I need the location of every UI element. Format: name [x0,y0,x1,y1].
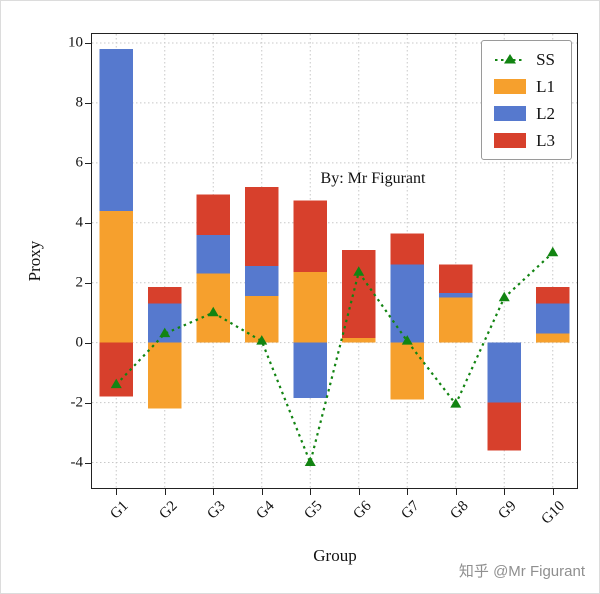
bar-segment-l3-g10 [535,287,570,304]
watermark: 知乎 @Mr Figurant [458,563,585,580]
legend: SS L1 L2 L3 [481,40,572,160]
y-tick-label: 10 [68,34,83,51]
ss-marker-g4 [256,335,268,345]
x-tick-mark [213,489,215,495]
x-axis-label: Group [313,546,357,565]
l1-color-swatch-icon [494,79,527,94]
y-tick-mark [85,402,91,404]
bar-segment-l1-g8 [438,297,473,343]
bar-segment-l3-g2 [147,287,182,304]
y-tick-mark [85,42,91,44]
x-tick-label: G8 [447,498,472,523]
bar-segment-l2-g7 [390,264,425,343]
y-tick-label: 8 [75,94,84,111]
bar-segment-l1-g6 [341,338,376,343]
bar-segment-l3-g8 [438,264,473,294]
y-tick-mark [85,342,91,344]
x-tick-label: G9 [495,498,521,523]
x-tick-label: G10 [538,498,569,528]
bar-segment-l1-g10 [535,333,570,343]
x-tick-mark [552,489,554,495]
l2-color-swatch-icon [494,106,527,121]
ss-marker-g1 [110,378,122,389]
bar-segment-l1-g2 [147,342,182,409]
bar-segment-l3-g9 [487,402,522,451]
y-tick-mark [85,162,91,164]
legend-label-l2: L2 [536,104,555,123]
bar-segment-l1-g7 [390,342,425,400]
ss-marker-g9 [498,291,510,302]
ss-marker-g2 [159,327,171,338]
x-tick-mark [407,489,409,495]
x-tick-label: G6 [350,498,375,523]
bar-segment-l2-g5 [293,342,328,399]
legend-label-l3: L3 [536,131,555,150]
bar-segment-l3-g4 [244,186,279,267]
x-tick-mark [261,489,263,495]
bar-segment-l1-g1 [99,210,134,343]
x-tick-label: G2 [156,498,181,523]
ss-marker-g3 [207,306,219,317]
x-tick-mark [116,489,118,495]
ss-marker-g7 [401,335,413,345]
y-tick-label: 6 [75,154,84,171]
x-tick-mark [164,489,166,495]
legend-label-l1: L1 [536,77,555,96]
x-tick-label: G4 [253,498,278,523]
y-tick-label: 2 [75,274,84,291]
ss-marker-g8 [450,398,462,408]
bar-segment-l3-g6 [341,249,376,339]
bar-segment-l3-g1 [99,342,134,397]
x-tick-mark [310,489,312,495]
x-tick-label: G1 [107,498,133,523]
bar-segment-l3-g7 [390,233,425,265]
bar-segment-l2-g8 [438,293,473,298]
bar-segment-l2-g4 [244,266,279,297]
annotation-text: By: Mr Figurant [320,170,426,187]
bar-segment-l1-g4 [244,296,279,343]
x-tick-label: G7 [398,498,424,523]
y-tick-mark [85,282,91,284]
legend-item-ss: SS [494,51,555,68]
x-tick-label: G5 [301,498,327,523]
y-tick-label: 0 [75,334,84,351]
y-tick-label: 4 [75,214,84,231]
y-tick-mark [85,462,91,464]
l3-color-swatch-icon [494,133,527,148]
y-tick-mark [85,102,91,104]
bar-segment-l2-g9 [487,342,522,403]
y-tick-mark [85,222,91,224]
legend-item-l2: L2 [494,105,555,122]
bar-segment-l2-g1 [99,48,134,211]
legend-item-l3: L3 [494,132,555,149]
bar-segment-l1-g5 [293,272,328,343]
ss-key-triangle [504,54,517,64]
ss-marker-g5 [304,456,316,467]
x-tick-label: G3 [204,498,230,523]
legend-label-ss: SS [536,50,555,69]
bar-segment-l2-g3 [196,234,231,274]
x-tick-mark [358,489,360,495]
legend-item-l1: L1 [494,78,555,95]
x-tick-mark [504,489,506,495]
y-tick-label: -4 [70,454,84,471]
x-tick-mark [455,489,457,495]
ss-line [115,251,554,467]
y-tick-label: -2 [70,394,84,411]
bar-segment-l2-g10 [535,303,570,334]
chart-canvas [92,34,577,488]
bar-segment-l3-g5 [293,200,328,273]
ss-marker-g6 [353,266,365,276]
y-axis-label: Proxy [25,240,44,282]
ss-dotted-line-marker-icon [495,54,526,64]
bar-segment-l3-g3 [196,194,231,235]
ss-marker-g10 [547,246,559,257]
